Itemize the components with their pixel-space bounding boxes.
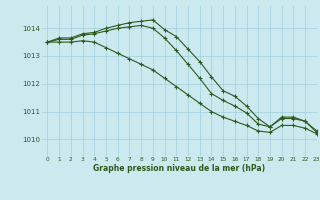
X-axis label: Graphe pression niveau de la mer (hPa): Graphe pression niveau de la mer (hPa): [93, 164, 265, 173]
